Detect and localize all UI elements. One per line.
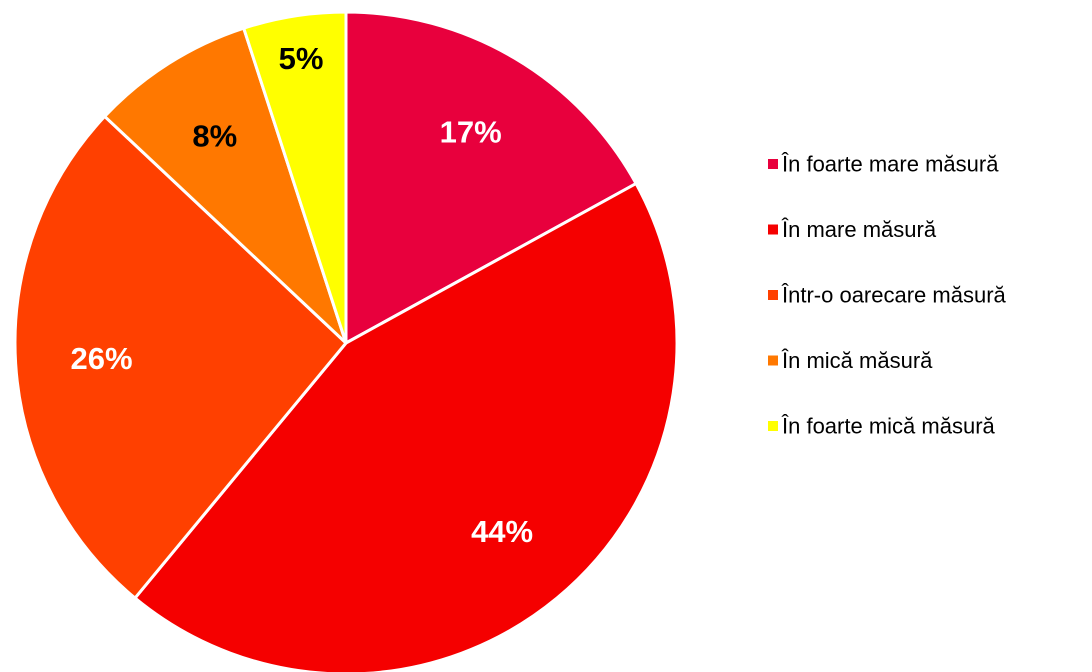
pie-data-labels: 17% 44% 26% 8% 5%: [70, 41, 533, 549]
legend-swatch: [768, 421, 778, 431]
slice-data-label: 8%: [192, 119, 237, 154]
legend-label: În mică măsură: [781, 348, 933, 373]
pie-slice: [132, 181, 679, 672]
legend-item: În foarte mare măsură: [768, 152, 999, 177]
slice-data-label: 17%: [440, 115, 502, 150]
pie-slice: [344, 10, 639, 346]
legend-item: În foarte mică măsură: [768, 414, 996, 439]
legend-label: În foarte mică măsură: [781, 414, 996, 439]
legend-swatch: [768, 159, 778, 169]
pie-slice: [13, 114, 349, 601]
legend-item: În mică măsură: [768, 348, 933, 373]
legend-item: Într-o oarecare măsură: [768, 283, 1007, 308]
legend-label: În mare măsură: [781, 217, 937, 242]
legend-swatch: [768, 224, 778, 235]
legend-swatch: [768, 290, 778, 300]
legend-label: Într-o oarecare măsură: [781, 283, 1007, 308]
pie-slices: [13, 10, 679, 672]
pie-slice: [102, 26, 348, 345]
legend-item: În mare măsură: [768, 217, 937, 242]
slice-data-label: 26%: [70, 341, 132, 376]
legend-label: În foarte mare măsură: [781, 152, 999, 177]
slice-data-label: 5%: [279, 41, 324, 76]
slice-data-label: 44%: [471, 514, 533, 549]
pie-slice: [241, 10, 348, 344]
legend-swatch: [768, 355, 778, 366]
legend: În foarte mare măsură În mare măsură Într-…: [768, 152, 1007, 439]
